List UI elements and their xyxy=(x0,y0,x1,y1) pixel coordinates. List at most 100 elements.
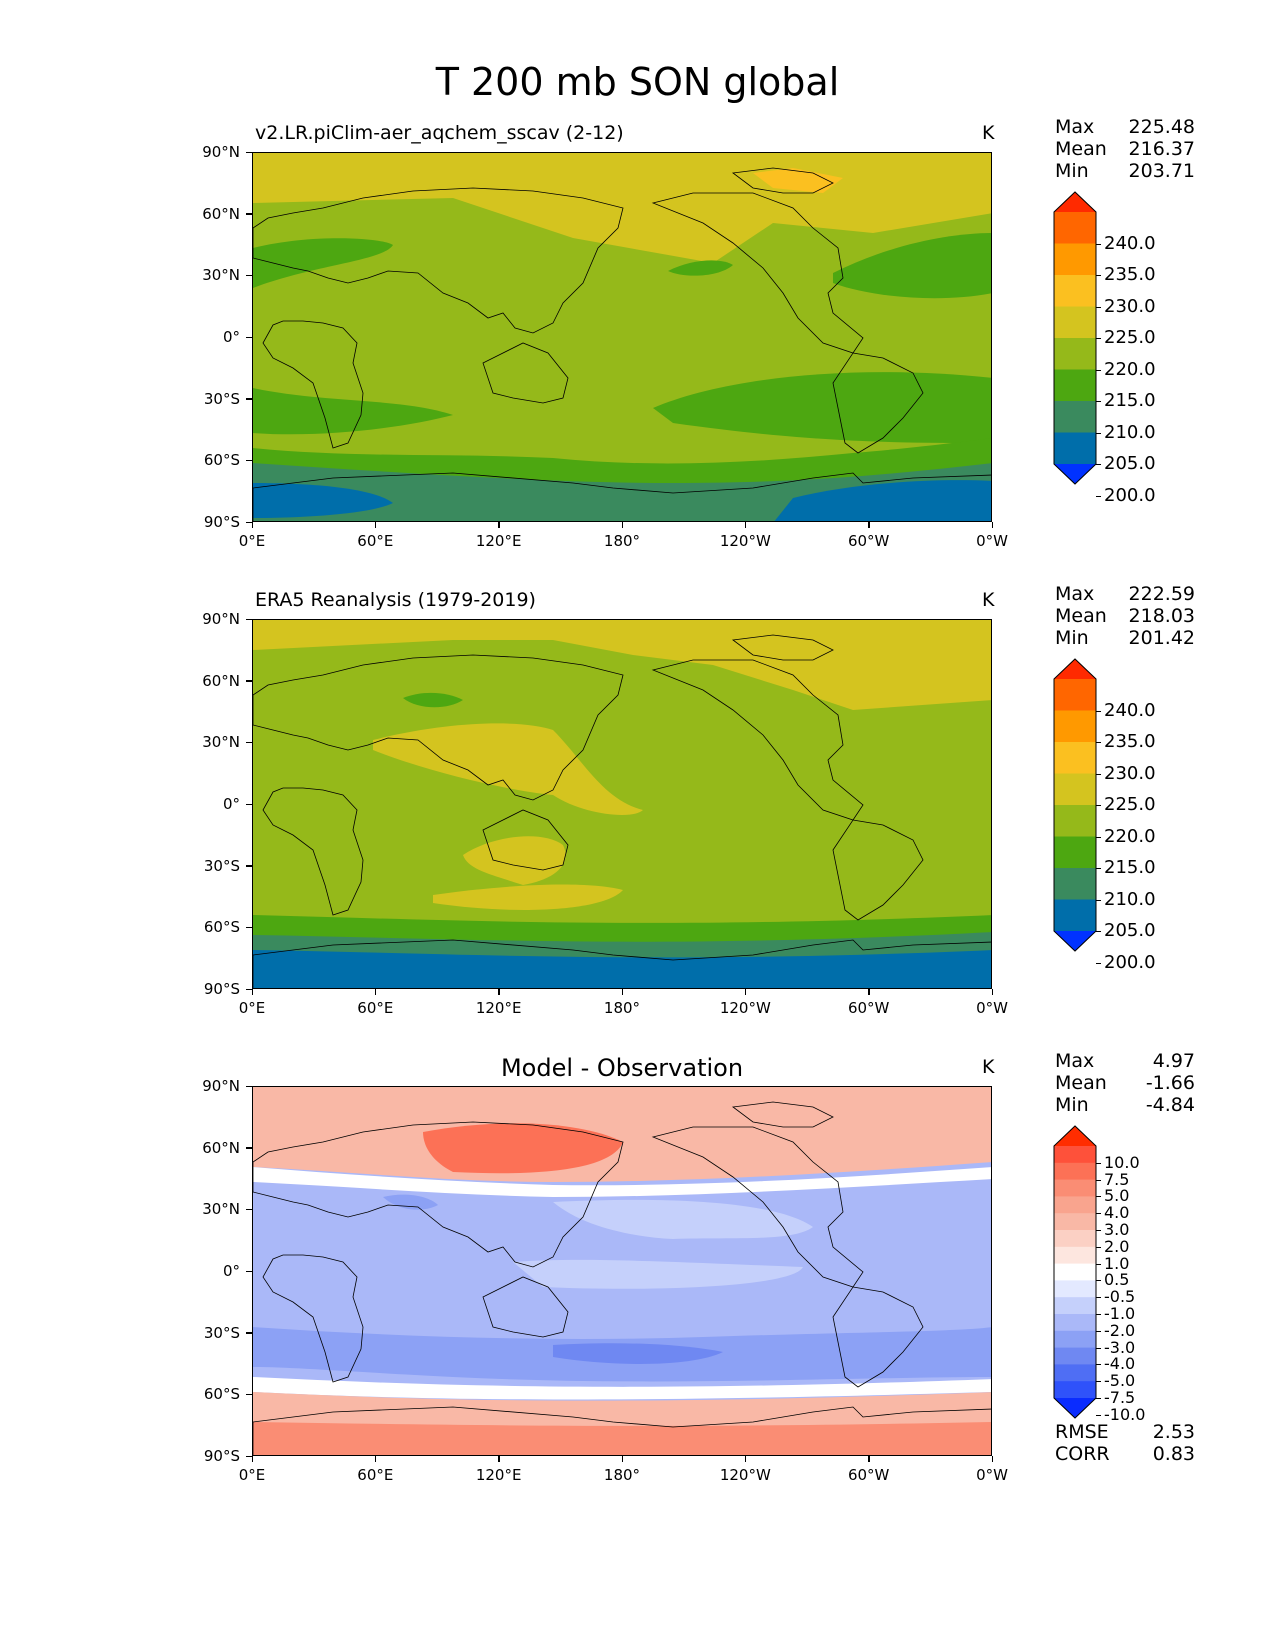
colorbar-label: 200.0 xyxy=(1104,951,1156,973)
colorbar-label: 5.0 xyxy=(1104,1186,1130,1206)
units-label: K xyxy=(982,122,995,144)
colorbar-tick xyxy=(1096,1414,1101,1416)
colorbar-label: 200.0 xyxy=(1104,484,1156,506)
lon-tick-label: 60°W xyxy=(847,532,890,550)
colorbar-segment xyxy=(1054,1330,1096,1349)
stat-name: Max xyxy=(1055,1050,1095,1072)
colorbar-segment xyxy=(1054,1381,1096,1399)
colorbar-segment xyxy=(1054,710,1096,743)
panel-title: Model - Observation xyxy=(500,1054,744,1082)
stat-value: 2.53 xyxy=(1152,1421,1195,1443)
lat-tick-label: 0° xyxy=(222,328,240,346)
colorbar-tick xyxy=(1096,1330,1101,1332)
lat-tick xyxy=(246,926,252,929)
lon-tick xyxy=(868,1456,870,1462)
lat-tick xyxy=(246,865,252,867)
lon-tick-label: 0°W xyxy=(976,1466,1008,1484)
lat-tick xyxy=(246,618,252,620)
colorbar-tick xyxy=(1096,1381,1101,1383)
lat-tick-label: 60°S xyxy=(203,451,240,470)
lat-tick-label: 30°N xyxy=(202,266,240,285)
colorbar-tick xyxy=(1096,899,1101,901)
colorbar-segment xyxy=(1054,868,1096,900)
lon-tick-label: 180° xyxy=(603,999,641,1017)
stats-row: Max 225.48 xyxy=(1055,116,1195,138)
colorbar-tick xyxy=(1096,1347,1101,1349)
colorbar-segment xyxy=(1054,1280,1096,1298)
colorbar-tick xyxy=(1096,243,1101,245)
panel-title: v2.LR.piClim-aer_aqchem_sscav (2-12) xyxy=(255,122,624,144)
colorbar-label: 220.0 xyxy=(1104,358,1156,380)
lon-tick-label: 0°E xyxy=(238,532,266,550)
lon-tick-label: 0°E xyxy=(238,999,266,1017)
lat-tick-label: 90°N xyxy=(202,1077,240,1095)
lat-tick xyxy=(246,1208,252,1211)
colorbar-tick xyxy=(1096,1179,1101,1181)
colorbar-segment xyxy=(1054,773,1096,806)
colorbar-tick xyxy=(1096,1314,1101,1315)
colorbar-label: 220.0 xyxy=(1104,825,1156,847)
lat-tick-label: 90°N xyxy=(202,610,240,628)
lat-tick-label: 90°S xyxy=(203,513,240,531)
lon-tick xyxy=(374,522,377,528)
lon-tick-label: 180° xyxy=(603,532,641,550)
colorbar-tick xyxy=(1096,1196,1101,1198)
colorbar-tick xyxy=(1096,1263,1101,1265)
lon-tick xyxy=(621,1456,623,1462)
stat-name: Min xyxy=(1055,627,1089,649)
colorbar-label: -1.0 xyxy=(1104,1304,1136,1323)
lat-tick xyxy=(246,1393,252,1396)
colorbar-tick xyxy=(1096,1230,1101,1231)
colorbar-extend-max xyxy=(1054,659,1096,679)
colorbar-label: -10.0 xyxy=(1104,1404,1146,1424)
lat-tick xyxy=(246,988,252,990)
colorbar-segment xyxy=(1054,836,1096,869)
map-panel xyxy=(252,1086,992,1456)
colorbar xyxy=(1053,658,1097,952)
colorbar-segment xyxy=(1054,243,1096,276)
lat-tick-label: 90°S xyxy=(203,1447,240,1465)
lat-tick-label: 30°N xyxy=(202,733,240,752)
colorbar-segment xyxy=(1054,899,1096,932)
colorbar-extend-min xyxy=(1054,931,1096,951)
lon-tick xyxy=(251,1456,253,1462)
colorbar xyxy=(1053,191,1097,485)
colorbar-label: 7.5 xyxy=(1104,1169,1130,1189)
field-fill xyxy=(253,620,991,988)
colorbar-label: -4.0 xyxy=(1104,1354,1136,1374)
lat-tick-label: 0° xyxy=(222,1262,240,1280)
colorbar-tick xyxy=(1096,432,1101,434)
stats-block: Max 4.97 Mean -1.66 Min -4.84 xyxy=(1055,1050,1195,1116)
lat-tick-label: 30°S xyxy=(203,389,240,408)
colorbar-label: 230.0 xyxy=(1104,762,1156,784)
colorbar-extend-max xyxy=(1054,1126,1096,1146)
lon-tick-label: 60°W xyxy=(847,999,890,1017)
lat-tick-label: 60°N xyxy=(202,671,240,690)
stat-name: Mean xyxy=(1055,138,1107,160)
colorbar-segment xyxy=(1054,1179,1096,1197)
colorbar-segment xyxy=(1054,1230,1096,1248)
lon-tick xyxy=(251,989,253,995)
stats-block: Max 222.59 Mean 218.03 Min 201.42 xyxy=(1055,583,1195,649)
stats-row: CORR 0.83 xyxy=(1055,1443,1195,1465)
colorbar-label: 2.0 xyxy=(1104,1236,1130,1256)
lon-tick-label: 60°E xyxy=(357,1466,394,1484)
colorbar-tick xyxy=(1096,773,1101,775)
lon-tick xyxy=(498,989,500,995)
colorbar-segment xyxy=(1054,275,1096,307)
colorbar-segment xyxy=(1054,432,1096,465)
lon-tick-label: 60°E xyxy=(357,999,394,1017)
colorbar-tick xyxy=(1096,710,1101,712)
colorbar-segment xyxy=(1054,1364,1096,1382)
colorbar-label: 215.0 xyxy=(1104,390,1156,411)
colorbar-label: -0.5 xyxy=(1104,1287,1136,1307)
stat-name: CORR xyxy=(1055,1443,1110,1465)
stats-row: Min 201.42 xyxy=(1055,627,1195,649)
stat-name: Mean xyxy=(1055,1072,1107,1094)
lat-tick xyxy=(246,274,252,277)
colorbar-segment xyxy=(1054,1297,1096,1315)
colorbar-segment xyxy=(1054,1246,1096,1265)
stats-row: Min -4.84 xyxy=(1055,1094,1195,1116)
colorbar-label: -5.0 xyxy=(1104,1371,1136,1391)
lon-tick xyxy=(621,989,623,995)
